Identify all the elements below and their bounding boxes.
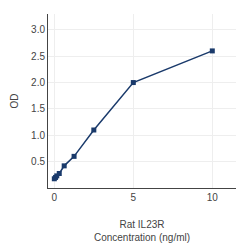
svg-text:2.0: 2.0 — [31, 77, 45, 88]
svg-text:2.5: 2.5 — [31, 51, 45, 62]
svg-text:5: 5 — [131, 192, 137, 203]
svg-text:3.0: 3.0 — [31, 24, 45, 35]
svg-text:1.0: 1.0 — [31, 130, 45, 141]
svg-text:0.5: 0.5 — [31, 156, 45, 167]
svg-text:0: 0 — [52, 192, 58, 203]
svg-text:10: 10 — [207, 192, 219, 203]
svg-text:Rat IL23RConcentration (ng/ml): Rat IL23RConcentration (ng/ml) — [94, 219, 190, 243]
svg-text:OD: OD — [9, 94, 20, 109]
svg-text:1.5: 1.5 — [31, 103, 45, 114]
